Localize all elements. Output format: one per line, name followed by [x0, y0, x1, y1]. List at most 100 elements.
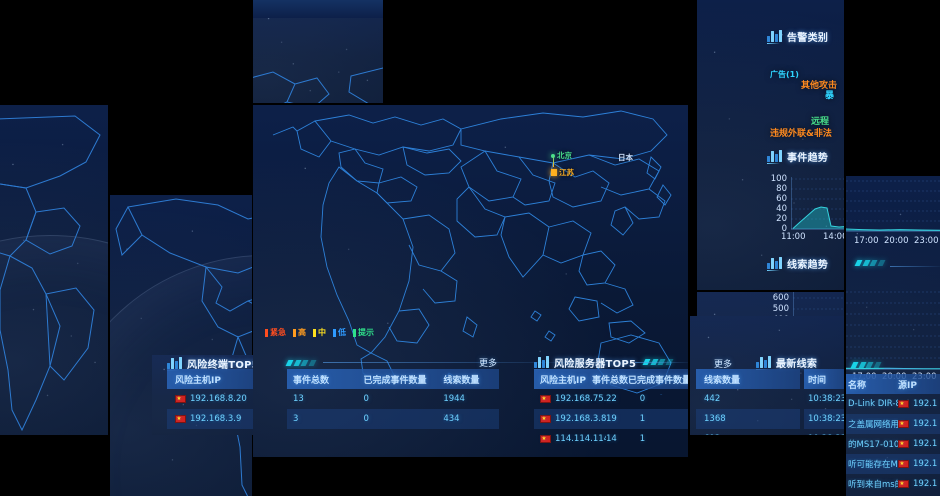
table-row[interactable]: 192.168.8.20: [167, 389, 253, 409]
map-panel-main[interactable]: 北京 江苏 日本 紧急 高 中 低: [253, 105, 688, 457]
xtick-2300: 23:00: [914, 236, 939, 246]
xtick-1100: 11:00: [781, 232, 806, 242]
table-header-row: 事件总数 已完成事件数量 线索数量: [287, 369, 499, 389]
wordcloud-item-brute[interactable]: 暴: [825, 91, 835, 101]
col-time: 时间: [808, 375, 827, 386]
risk-terminal-more-link[interactable]: 更多: [479, 359, 498, 369]
event-trend-plot: [791, 177, 844, 230]
clue-trend-head-rule: [890, 266, 940, 267]
alert-category-head: 告警类别: [767, 28, 828, 44]
legend-swatch: [313, 328, 316, 337]
world-map-outline: [253, 67, 383, 103]
col-clue-count: 线索数量: [443, 375, 480, 386]
table-row[interactable]: 192.168.3.8 19 1: [534, 409, 688, 429]
cell-ip-text: 192.1: [913, 459, 938, 469]
map-pin-connector: [553, 155, 554, 167]
risk-terminal-title: 风险终端TOP5: [187, 359, 253, 371]
table-row[interactable]: 听到来自ms的M 192.1: [846, 474, 940, 494]
table-row[interactable]: 13 0 1944: [287, 389, 499, 409]
risk-server-clue-col: 线索数量 442 1368 692: [696, 369, 800, 435]
bar-chart-icon: [756, 356, 771, 368]
cell-clue-count: 434: [443, 414, 460, 424]
legend-item-high: 高: [293, 327, 306, 338]
legend-label: 紧急: [270, 328, 286, 337]
map-pin-beijing[interactable]: 北京: [551, 150, 572, 161]
cell-event-done: 1: [639, 434, 646, 444]
table-row[interactable]: 10:38:23: [804, 389, 844, 409]
table-header-row: 风险主机IP 事件总数 已完成事件数量: [534, 369, 688, 389]
latest-clues-slashes-icon: [850, 362, 881, 368]
xtick-1400: 14:00: [823, 232, 844, 242]
clue-trend-title: 线索趋势: [787, 259, 829, 271]
table-row[interactable]: D-Link DIR-82 192.1: [846, 394, 940, 414]
ytick-80: 80: [776, 184, 787, 194]
legend-swatch: [353, 328, 356, 337]
alert-category-title: 告警类别: [787, 32, 829, 44]
event-trend-chart: 100 80 60 40 20 0 11:00 14:00: [767, 174, 844, 242]
world-map-outline: [0, 115, 101, 432]
cell-src-ip: 192.1: [898, 479, 940, 489]
cell-ip-text: 192.1: [913, 439, 938, 449]
wordcloud-item-ad[interactable]: 广告(1): [770, 70, 799, 79]
right-column-panel-upper: 告警类别 广告(1) 其他攻击 暴 远程 违规外联&非法 事件趋势 100 80…: [697, 0, 844, 290]
map-pin-label: 江苏: [559, 168, 574, 177]
cell-ip-text: 192.168.8.20: [190, 394, 247, 404]
cell-name: 听可能存在MS: [848, 460, 898, 470]
table-row[interactable]: 192.168.3.9: [167, 409, 253, 429]
table-row[interactable]: 3 0 434: [287, 409, 499, 429]
wordcloud-item-remote[interactable]: 远程: [811, 117, 830, 127]
risk-terminal-table: 事件总数 已完成事件数量 线索数量 13 0 1944 3 0 434: [287, 369, 499, 429]
legend-label: 中: [318, 328, 326, 337]
ytick-100: 100: [770, 174, 787, 184]
cell-ip-text: 192.168.3.8: [555, 414, 606, 424]
china-flag-icon: [540, 395, 551, 403]
cell-ip-text: 114.114.114.114: [555, 434, 606, 444]
table-row[interactable]: 听可能存在MS 192.1: [846, 454, 940, 474]
col-host-ip: 风险主机IP: [175, 375, 221, 386]
risk-server-more-link[interactable]: 更多: [714, 360, 733, 370]
table-row[interactable]: 10:38:23: [804, 429, 844, 435]
cell-ip-text: 192.1: [913, 399, 938, 409]
table-row[interactable]: 442: [696, 389, 800, 409]
cell-name: D-Link DIR-82: [848, 399, 898, 409]
china-flag-icon: [175, 395, 186, 403]
table-row[interactable]: 10:38:23: [804, 409, 844, 429]
table-row[interactable]: 192.168.75.106 22 0: [534, 389, 688, 409]
china-flag-icon: [898, 400, 909, 408]
cell-host-ip: 192.168.3.9: [167, 414, 241, 424]
risk-server-title: 风险服务器TOP5: [554, 358, 637, 370]
col-event-done: 已完成事件数量: [628, 375, 688, 386]
map-pin-label: 日本: [618, 153, 633, 162]
event-trend-plot-continued: [846, 180, 940, 232]
table-header-row: 名称 源IP: [846, 374, 940, 394]
table-header-row: 线索数量: [696, 369, 800, 389]
col-src-ip: 源IP: [898, 380, 917, 391]
col-event-total: 事件总数: [591, 375, 628, 386]
event-trend-head: 事件趋势: [767, 148, 828, 164]
table-row[interactable]: 114.114.114.114 14 1: [534, 429, 688, 449]
wordcloud-item-illegal-link[interactable]: 违规外联&非法: [770, 129, 832, 139]
cell-host-ip: 114.114.114.114: [534, 434, 606, 444]
table-row[interactable]: 1368: [696, 409, 800, 429]
cell-clue-count: 1368: [704, 414, 726, 424]
cell-host-ip: 192.168.75.106: [534, 394, 606, 404]
ytick-20: 20: [776, 214, 787, 224]
decor-slashes-icon: [854, 260, 885, 266]
cell-ip-text: 192.168.75.106: [555, 394, 606, 404]
cell-clue-count: 442: [704, 394, 721, 404]
risk-terminal-panel: 风险终端TOP5 风险主机IP 192.168.8.20 192.168.3.9: [152, 355, 253, 435]
map-panel-left-sliver: [0, 105, 108, 435]
table-row[interactable]: 的MS17-010漏 192.1: [846, 434, 940, 454]
bar-chart-icon: [167, 357, 182, 369]
clue-trend-underline: [767, 270, 780, 271]
wordcloud-item-other-attack[interactable]: 其他攻击: [801, 81, 838, 91]
table-row[interactable]: 692: [696, 429, 800, 435]
col-event-total: 事件总数: [293, 375, 330, 386]
cell-event-total: 19: [605, 414, 617, 424]
map-pin-jiangsu[interactable]: 江苏: [551, 167, 574, 178]
table-row[interactable]: 之盖属网络用 I 192.1: [846, 414, 940, 434]
col-host-ip: 风险主机IP: [540, 375, 586, 386]
risk-server-head-rule: [635, 362, 688, 363]
cell-time: 10:38:23: [808, 414, 844, 424]
legend-swatch: [265, 328, 268, 337]
